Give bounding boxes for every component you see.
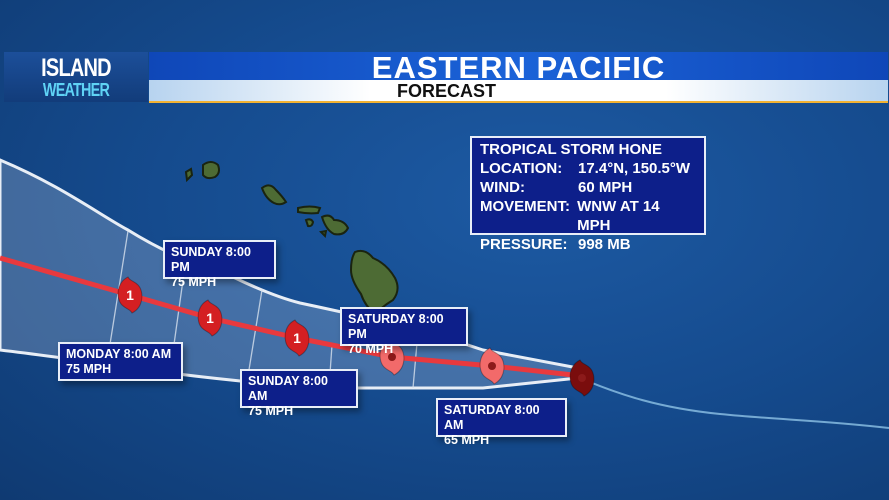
info-row-pressure: PRESSURE: 998 MB — [480, 235, 696, 254]
title-band: EASTERN PACIFIC — [149, 50, 888, 85]
info-row-location: LOCATION: 17.4°N, 150.5°W — [480, 159, 696, 178]
info-value: 17.4°N, 150.5°W — [578, 160, 691, 177]
info-value: WNW AT 14 MPH — [577, 198, 660, 234]
forecast-wind: 75 MPH — [248, 404, 294, 418]
forecast-wind: 75 MPH — [171, 275, 217, 289]
forecast-label-saturday-pm: SATURDAY 8:00 PM 70 MPH — [340, 307, 468, 356]
info-label: MOVEMENT: — [480, 198, 570, 215]
hawaiian-islands — [184, 161, 399, 316]
info-label: WIND: — [480, 179, 525, 196]
hurricane-icon: 1 — [197, 299, 223, 337]
island-lanai — [304, 218, 315, 228]
forecast-label-saturday-am: SATURDAY 8:00 AM 65 MPH — [436, 398, 567, 447]
forecast-wind: 70 MPH — [348, 342, 394, 356]
tropical-storm-icon — [479, 347, 505, 385]
forecast-time: SUNDAY 8:00 PM — [171, 245, 251, 274]
storm-eye — [290, 331, 304, 345]
island-molokai — [297, 205, 322, 215]
storm-info-box: TROPICAL STORM HONE LOCATION: 17.4°N, 150… — [470, 136, 706, 253]
category-number: 1 — [206, 310, 214, 326]
forecast-label-sunday-pm: SUNDAY 8:00 PM 75 MPH — [163, 240, 276, 289]
storm-icons: 1 1 1 — [117, 276, 595, 397]
info-label: LOCATION: — [480, 160, 563, 177]
island-big-island — [349, 249, 399, 316]
logo-line2: WEATHER — [42, 80, 110, 100]
header-banner: ISLAND WEATHER EASTERN PACIFIC FORECAST — [4, 50, 888, 103]
past-track-line — [579, 377, 889, 429]
info-label: PRESSURE: — [480, 236, 568, 253]
current-position-storm-icon — [569, 359, 595, 397]
island-kauai — [202, 161, 220, 180]
info-row-movement: MOVEMENT: WNW AT 14 MPH — [480, 197, 696, 235]
forecast-label-sunday-am: SUNDAY 8:00 AM 75 MPH — [240, 369, 358, 418]
island-oahu — [260, 184, 288, 206]
storm-name: TROPICAL STORM HONE — [480, 141, 662, 158]
info-row-wind: WIND: 60 MPH — [480, 178, 696, 197]
forecast-wind: 65 MPH — [444, 433, 490, 447]
storm-eye — [488, 362, 496, 370]
island-weather-logo: ISLAND WEATHER — [4, 52, 148, 102]
page-subtitle: FORECAST — [397, 81, 496, 101]
logo-line1: ISLAND — [41, 54, 111, 82]
forecast-wind: 75 MPH — [66, 362, 112, 376]
forecast-time: SATURDAY 8:00 AM — [444, 403, 540, 432]
hurricane-icon: 1 — [284, 319, 310, 357]
hurricane-icon: 1 — [117, 276, 143, 314]
info-value: 998 MB — [578, 236, 631, 253]
forecast-time: MONDAY 8:00 AM — [66, 347, 172, 361]
island-kahoolawe — [318, 229, 328, 239]
forecast-time: SATURDAY 8:00 PM — [348, 312, 444, 341]
storm-eye — [123, 288, 137, 302]
page-title: EASTERN PACIFIC — [371, 50, 666, 85]
island-maui — [320, 214, 350, 236]
storm-eye — [388, 353, 396, 361]
island-niihau — [184, 167, 194, 183]
subtitle-band: FORECAST — [149, 80, 888, 103]
tropical-storm-icon — [379, 338, 405, 376]
info-value: 60 MPH — [578, 179, 633, 196]
forecast-label-monday-am: MONDAY 8:00 AM 75 MPH — [58, 342, 183, 381]
category-number: 1 — [293, 330, 301, 346]
category-number: 1 — [126, 287, 134, 303]
forecast-time: SUNDAY 8:00 AM — [248, 374, 328, 403]
storm-eye — [578, 374, 586, 382]
storm-eye — [203, 311, 217, 325]
